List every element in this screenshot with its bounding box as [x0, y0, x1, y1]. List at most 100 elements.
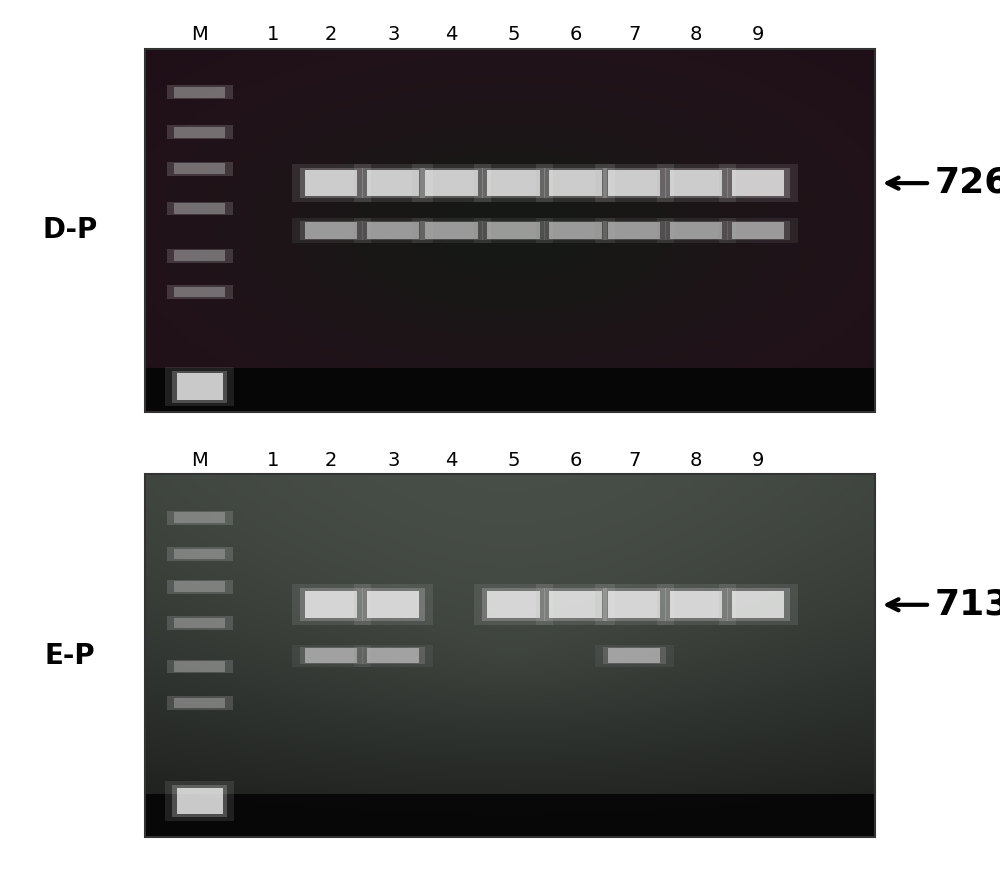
Bar	[549, 170, 602, 196]
Text: D-P: D-P	[42, 216, 98, 245]
Bar	[665, 167, 728, 198]
Bar	[549, 222, 602, 238]
Bar	[482, 221, 545, 240]
Bar	[362, 647, 425, 664]
Text: 7: 7	[628, 26, 640, 44]
Bar	[665, 588, 728, 621]
Bar	[167, 579, 233, 594]
Bar	[367, 222, 419, 238]
Bar	[167, 547, 233, 561]
Bar	[167, 249, 233, 262]
Text: 6: 6	[570, 26, 582, 44]
Bar	[165, 367, 234, 407]
Text: 8: 8	[690, 26, 702, 44]
Bar	[354, 585, 433, 626]
Bar	[167, 616, 233, 630]
Bar	[167, 202, 233, 215]
Text: 5: 5	[507, 451, 520, 470]
Bar	[174, 661, 225, 672]
Bar	[487, 222, 540, 238]
Bar	[670, 591, 722, 618]
Bar	[172, 785, 227, 817]
Bar	[425, 170, 478, 196]
Text: 4: 4	[445, 26, 458, 44]
Bar	[657, 218, 736, 243]
Bar	[362, 221, 425, 240]
Bar	[174, 287, 225, 298]
Bar	[474, 218, 553, 243]
Bar	[145, 794, 875, 837]
Bar	[732, 591, 784, 618]
Bar	[719, 585, 798, 626]
Text: 6: 6	[570, 451, 582, 470]
Text: 4: 4	[445, 451, 458, 470]
Bar	[536, 218, 615, 243]
Bar	[367, 591, 419, 618]
Bar	[300, 647, 363, 664]
Bar	[657, 164, 736, 202]
Text: 1: 1	[267, 451, 279, 470]
Bar	[608, 170, 660, 196]
Bar	[425, 222, 478, 238]
Bar	[657, 585, 736, 626]
Text: 2: 2	[325, 26, 337, 44]
Bar	[487, 170, 540, 196]
Bar	[608, 591, 660, 618]
Bar	[300, 221, 363, 240]
Bar	[727, 221, 790, 240]
Bar	[174, 618, 225, 628]
Bar	[719, 164, 798, 202]
Text: 1: 1	[267, 26, 279, 44]
Bar	[172, 370, 227, 402]
Bar	[305, 649, 357, 663]
Bar	[719, 218, 798, 243]
Bar	[732, 222, 784, 238]
Bar	[482, 167, 545, 198]
Bar	[603, 588, 666, 621]
Bar	[412, 218, 491, 243]
Bar	[292, 585, 371, 626]
Bar	[670, 170, 722, 196]
Bar	[482, 588, 545, 621]
Text: 9: 9	[752, 451, 764, 470]
Bar	[300, 588, 363, 621]
Bar	[174, 251, 225, 261]
Bar	[665, 221, 728, 240]
Bar	[732, 170, 784, 196]
Bar	[544, 588, 607, 621]
Text: 8: 8	[690, 451, 702, 470]
Bar	[608, 649, 660, 663]
Bar	[544, 167, 607, 198]
Bar	[474, 585, 553, 626]
Bar	[367, 170, 419, 196]
Bar	[412, 164, 491, 202]
Bar	[292, 645, 371, 666]
Bar	[420, 221, 483, 240]
Bar	[167, 696, 233, 710]
Bar	[549, 591, 602, 618]
Bar	[145, 49, 875, 412]
Bar	[177, 788, 223, 814]
Bar	[727, 588, 790, 621]
Bar	[595, 585, 674, 626]
Bar	[174, 548, 225, 559]
Text: 3: 3	[387, 451, 399, 470]
Bar	[167, 659, 233, 673]
Text: 726bp: 726bp	[935, 167, 1000, 200]
Bar	[305, 222, 357, 238]
Bar	[367, 649, 419, 663]
Bar	[174, 697, 225, 708]
Bar	[174, 87, 225, 97]
Bar	[174, 581, 225, 592]
Bar	[354, 218, 433, 243]
Bar	[177, 373, 223, 400]
Text: E-P: E-P	[45, 641, 95, 670]
Text: 9: 9	[752, 26, 764, 44]
Text: M: M	[191, 451, 208, 470]
Bar	[167, 285, 233, 299]
Bar	[300, 167, 363, 198]
Bar	[487, 591, 540, 618]
Bar	[670, 222, 722, 238]
Bar	[145, 474, 875, 837]
Bar	[174, 203, 225, 214]
